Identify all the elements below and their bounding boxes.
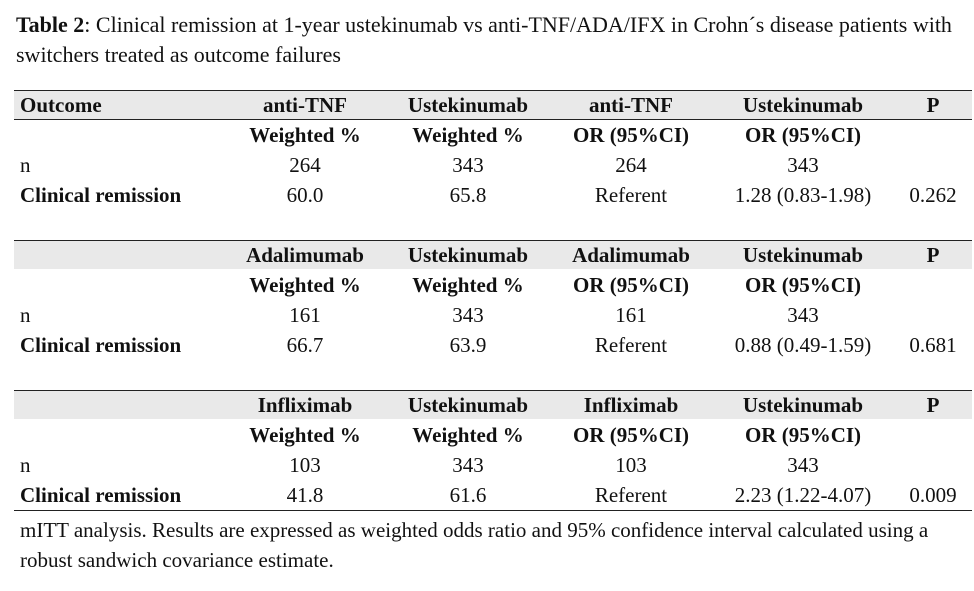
- column-header: anti-TNF: [589, 93, 673, 117]
- table-cell: 264: [615, 153, 647, 177]
- column-header: Adalimumab: [246, 243, 364, 267]
- row-label: Clinical remission: [20, 483, 182, 507]
- subcolumn-header: OR (95%CI): [572, 123, 690, 147]
- subcolumn-header: Weighted %: [249, 273, 361, 297]
- header-band: [14, 390, 972, 419]
- column-header: Ustekinumab: [407, 393, 529, 417]
- subcolumn-header: OR (95%CI): [572, 423, 690, 447]
- subcolumn-header: OR (95%CI): [744, 123, 862, 147]
- table-cell: 2.23 (1.22-4.07): [734, 483, 872, 507]
- column-header: Ustekinumab: [742, 393, 864, 417]
- table-cell: 343: [452, 453, 484, 477]
- table-cell: 343: [787, 303, 819, 327]
- footnote: mITT analysis. Results are expressed as …: [20, 518, 929, 572]
- subcolumn-header: Weighted %: [412, 123, 524, 147]
- rule: [14, 119, 972, 120]
- subcolumn-header: OR (95%CI): [572, 273, 690, 297]
- rule: [14, 510, 972, 511]
- table-cell: 0.681: [909, 333, 957, 357]
- header-band: [14, 240, 972, 269]
- row-label: Clinical remission: [20, 333, 182, 357]
- column-header: Infliximab: [583, 393, 679, 417]
- table-cell: 61.6: [449, 483, 487, 507]
- table-cell: 1.28 (0.83-1.98): [734, 183, 872, 207]
- column-header: anti-TNF: [263, 93, 347, 117]
- table-cell: 103: [615, 453, 647, 477]
- table-label: Table 2: [16, 12, 85, 37]
- column-header: P: [926, 243, 940, 267]
- table-cell: 343: [452, 303, 484, 327]
- table-cell: Referent: [594, 483, 668, 507]
- table-cell: 161: [289, 303, 321, 327]
- subcolumn-header: Weighted %: [412, 273, 524, 297]
- column-header: Ustekinumab: [407, 93, 529, 117]
- table-cell: 264: [289, 153, 321, 177]
- row-label: n: [20, 303, 31, 327]
- subcolumn-header: Weighted %: [249, 423, 361, 447]
- column-header: Ustekinumab: [407, 243, 529, 267]
- row-label: Clinical remission: [20, 183, 182, 207]
- subcolumn-header: OR (95%CI): [744, 423, 862, 447]
- table-cell: 161: [615, 303, 647, 327]
- table-cell: 343: [787, 153, 819, 177]
- table-cell: 41.8: [286, 483, 324, 507]
- column-header: Adalimumab: [572, 243, 690, 267]
- subcolumn-header: Weighted %: [249, 123, 361, 147]
- table-cell: 63.9: [449, 333, 487, 357]
- row-label: n: [20, 153, 31, 177]
- subcolumn-header: Weighted %: [412, 423, 524, 447]
- table-cell: 65.8: [449, 183, 487, 207]
- column-header: P: [926, 393, 940, 417]
- table-cell: 0.009: [909, 483, 957, 507]
- column-header: Ustekinumab: [742, 93, 864, 117]
- header-band: [14, 90, 972, 119]
- column-header: Infliximab: [257, 393, 353, 417]
- table-cell: Referent: [594, 333, 668, 357]
- table-cell: 343: [787, 453, 819, 477]
- rule: [14, 90, 972, 91]
- table-cell: 343: [452, 153, 484, 177]
- column-header: P: [926, 93, 940, 117]
- title-text: : Clinical remission at 1-year ustekinum…: [16, 12, 952, 67]
- subcolumn-header: OR (95%CI): [744, 273, 862, 297]
- table-cell: 103: [289, 453, 321, 477]
- table-cell: 0.262: [909, 183, 957, 207]
- row-label: n: [20, 453, 31, 477]
- rule: [14, 390, 972, 391]
- table-cell: 66.7: [286, 333, 324, 357]
- table-cell: 0.88 (0.49-1.59): [734, 333, 872, 357]
- table-title: Table 2: Clinical remission at 1-year us…: [16, 10, 961, 70]
- header-cell: Outcome: [20, 93, 102, 117]
- rule: [14, 240, 972, 241]
- table-cell: Referent: [594, 183, 668, 207]
- column-header: Ustekinumab: [742, 243, 864, 267]
- table-cell: 60.0: [286, 183, 324, 207]
